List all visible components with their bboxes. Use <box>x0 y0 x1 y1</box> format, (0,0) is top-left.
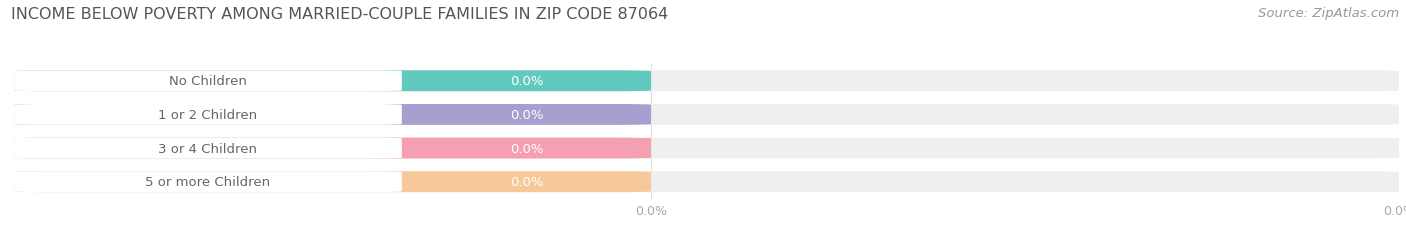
FancyBboxPatch shape <box>14 71 651 92</box>
FancyBboxPatch shape <box>14 105 402 125</box>
Text: 0.0%: 0.0% <box>510 108 543 122</box>
FancyBboxPatch shape <box>14 138 1399 159</box>
Text: 0.0%: 0.0% <box>510 142 543 155</box>
Text: 0.0%: 0.0% <box>510 175 543 188</box>
Text: Source: ZipAtlas.com: Source: ZipAtlas.com <box>1258 7 1399 20</box>
FancyBboxPatch shape <box>14 105 651 125</box>
FancyBboxPatch shape <box>14 138 651 159</box>
FancyBboxPatch shape <box>14 71 402 92</box>
FancyBboxPatch shape <box>14 172 651 192</box>
Text: No Children: No Children <box>169 75 247 88</box>
Text: INCOME BELOW POVERTY AMONG MARRIED-COUPLE FAMILIES IN ZIP CODE 87064: INCOME BELOW POVERTY AMONG MARRIED-COUPL… <box>11 7 668 22</box>
Text: 5 or more Children: 5 or more Children <box>145 175 270 188</box>
Text: 3 or 4 Children: 3 or 4 Children <box>159 142 257 155</box>
Text: 0.0%: 0.0% <box>510 75 543 88</box>
FancyBboxPatch shape <box>14 105 1399 125</box>
FancyBboxPatch shape <box>14 172 402 192</box>
FancyBboxPatch shape <box>14 172 1399 192</box>
FancyBboxPatch shape <box>14 138 402 159</box>
Text: 1 or 2 Children: 1 or 2 Children <box>159 108 257 122</box>
FancyBboxPatch shape <box>14 71 1399 92</box>
